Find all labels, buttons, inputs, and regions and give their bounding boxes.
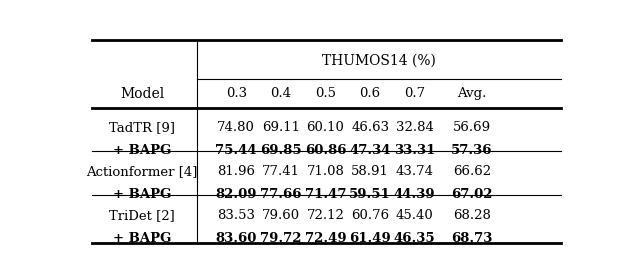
Text: 0.4: 0.4 (270, 87, 291, 101)
Text: 61.49: 61.49 (349, 232, 391, 245)
Text: 82.09: 82.09 (216, 188, 257, 201)
Text: 77.66: 77.66 (260, 188, 301, 201)
Text: 57.36: 57.36 (451, 144, 493, 157)
Text: + BAPG: + BAPG (113, 188, 171, 201)
Text: TriDet [2]: TriDet [2] (109, 209, 175, 222)
Text: 71.08: 71.08 (307, 165, 344, 178)
Text: 77.41: 77.41 (262, 165, 300, 178)
Text: 0.5: 0.5 (315, 87, 336, 101)
Text: 72.12: 72.12 (307, 209, 344, 222)
Text: 58.91: 58.91 (351, 165, 389, 178)
Text: Avg.: Avg. (457, 87, 486, 101)
Text: Model: Model (120, 87, 164, 101)
Text: TadTR [9]: TadTR [9] (109, 121, 175, 134)
Text: 67.02: 67.02 (451, 188, 493, 201)
Text: + BAPG: + BAPG (113, 144, 171, 157)
Text: 33.31: 33.31 (394, 144, 435, 157)
Text: 46.35: 46.35 (394, 232, 436, 245)
Text: 47.34: 47.34 (349, 144, 391, 157)
Text: 79.60: 79.60 (262, 209, 300, 222)
Text: 60.76: 60.76 (351, 209, 389, 222)
Text: 71.47: 71.47 (305, 188, 346, 201)
Text: 0.3: 0.3 (226, 87, 247, 101)
Text: 69.11: 69.11 (262, 121, 300, 134)
Text: 66.62: 66.62 (452, 165, 491, 178)
Text: 83.53: 83.53 (217, 209, 255, 222)
Text: + BAPG: + BAPG (113, 232, 171, 245)
Text: 46.63: 46.63 (351, 121, 389, 134)
Text: 32.84: 32.84 (396, 121, 434, 134)
Text: Actionformer [4]: Actionformer [4] (86, 165, 198, 178)
Text: 79.72: 79.72 (260, 232, 301, 245)
Text: THUMOS14 (%): THUMOS14 (%) (322, 53, 436, 67)
Text: 81.96: 81.96 (217, 165, 255, 178)
Text: 72.49: 72.49 (305, 232, 346, 245)
Text: 45.40: 45.40 (396, 209, 434, 222)
Text: 56.69: 56.69 (452, 121, 491, 134)
Text: 44.39: 44.39 (394, 188, 436, 201)
Text: 75.44: 75.44 (216, 144, 257, 157)
Text: 0.6: 0.6 (360, 87, 381, 101)
Text: 69.85: 69.85 (260, 144, 301, 157)
Text: 60.10: 60.10 (307, 121, 344, 134)
Text: 83.60: 83.60 (216, 232, 257, 245)
Text: 0.7: 0.7 (404, 87, 426, 101)
Text: 60.86: 60.86 (305, 144, 346, 157)
Text: 59.51: 59.51 (349, 188, 391, 201)
Text: 68.28: 68.28 (453, 209, 491, 222)
Text: 43.74: 43.74 (396, 165, 434, 178)
Text: 68.73: 68.73 (451, 232, 493, 245)
Text: 74.80: 74.80 (218, 121, 255, 134)
